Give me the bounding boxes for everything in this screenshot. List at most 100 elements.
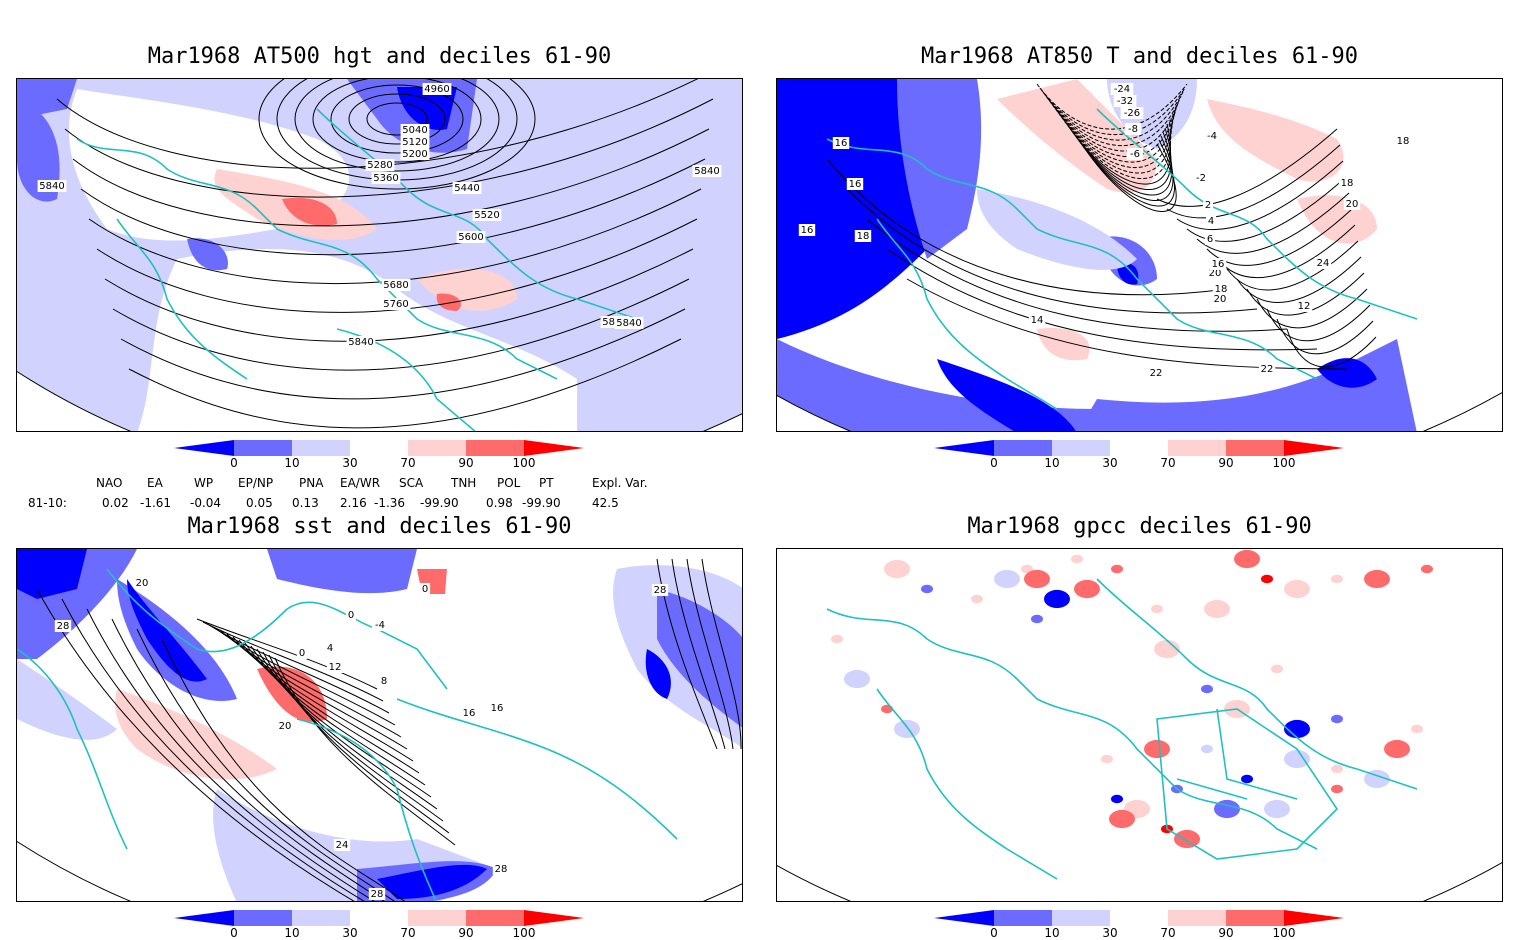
index-value-wp: -0.04 — [190, 496, 222, 510]
colorbar-tick-label: 100 — [1272, 926, 1296, 940]
contour-label: 5680 — [381, 279, 411, 291]
contour-label: 18 — [1212, 283, 1230, 295]
decile-area — [1364, 569, 1390, 589]
decile-area — [1044, 589, 1070, 609]
contour-label: 5040 — [400, 124, 430, 136]
contour-line — [258, 79, 536, 190]
contour-line — [1236, 256, 1362, 303]
decile-area — [17, 549, 87, 599]
contour-line — [1036, 83, 1188, 130]
panel2-map-canvas: -24-32-26-8-6-4-224614161616181818202020… — [777, 79, 1502, 431]
panel4-map-canvas — [777, 549, 1502, 901]
decile-area — [187, 238, 228, 271]
decile-area — [436, 293, 461, 311]
contour-line — [1256, 288, 1368, 329]
decile-area — [1207, 99, 1344, 182]
colorbar-tick-label: 30 — [342, 456, 358, 470]
svg-text:-26: -26 — [1124, 108, 1140, 119]
colorbar-segment — [174, 440, 234, 456]
svg-text:5440: 5440 — [454, 183, 479, 194]
colorbar-segment — [350, 910, 408, 926]
colorbar-segment — [408, 440, 466, 456]
index-header-explvar: Expl. Var. — [592, 476, 648, 490]
contour-label: 18 — [854, 230, 872, 242]
colorbar-segment — [1284, 440, 1344, 456]
index-header-ea: EA — [147, 476, 163, 490]
colorbar-segment — [524, 910, 584, 926]
contour-label: 5840 — [692, 165, 722, 177]
decile-area — [1331, 574, 1343, 584]
contour-line — [1246, 272, 1365, 316]
coastline — [1096, 108, 1418, 320]
contour-line — [1176, 160, 1344, 230]
index-header-eawr: EA/WR — [340, 476, 381, 490]
contour-line — [1072, 131, 1173, 196]
contour-line — [906, 278, 1348, 370]
contour-line — [1048, 99, 1180, 152]
coastline — [876, 688, 1058, 880]
decile-area — [1037, 328, 1090, 361]
contour-line — [262, 651, 444, 822]
colorbar-segment — [466, 910, 524, 926]
svg-text:18: 18 — [1215, 284, 1228, 295]
colorbar-tick-label: 70 — [400, 926, 416, 940]
colorbar-segment — [1052, 910, 1110, 926]
colorbar-tick-label: 10 — [284, 926, 300, 940]
colorbar-segment — [1168, 440, 1226, 456]
panel3-map-canvas: 28 28 28 20 20 16 12 8 4 0 0 0 -4 16 24 28 — [17, 549, 742, 901]
decile-area — [397, 87, 457, 130]
decile-area — [1331, 764, 1343, 774]
contour-line — [111, 618, 388, 901]
decile-area — [1109, 809, 1135, 829]
contour-line — [56, 79, 718, 169]
index-value-explvar: 42.5 — [592, 496, 619, 510]
contour-line — [1042, 91, 1184, 141]
svg-text:16: 16 — [1212, 259, 1225, 270]
decile-area — [897, 79, 982, 259]
contour-line — [294, 79, 500, 172]
decile-area — [1074, 579, 1100, 599]
decile-area — [1271, 664, 1283, 674]
index-table: NAO EA WP EP/NP PNA EA/WR SCA TNH POL PT… — [0, 474, 760, 514]
decile-area — [971, 594, 983, 604]
svg-text:28: 28 — [371, 889, 384, 900]
contour-line — [128, 338, 682, 429]
decile-area — [844, 669, 870, 689]
svg-text:12: 12 — [329, 662, 342, 673]
decile-area — [1284, 719, 1310, 739]
coastline — [876, 218, 1058, 410]
contour-label: 20 — [1343, 198, 1361, 210]
svg-text:8: 8 — [381, 676, 387, 687]
index-value-ea: -1.61 — [140, 496, 172, 510]
colorbar-segment — [350, 440, 408, 456]
contour-line — [846, 188, 1258, 314]
contour-label: 5280 — [365, 159, 395, 171]
decile-area — [777, 339, 1157, 431]
colorbar-tick-label: 0 — [990, 456, 998, 470]
contour-line — [196, 618, 378, 690]
decile-area — [1174, 829, 1200, 849]
contour-label: 16 — [832, 137, 850, 149]
decile-area — [937, 359, 1077, 431]
contour-line — [1276, 318, 1374, 355]
decile-area — [1201, 684, 1213, 694]
index-value-eawr: 2.16 — [340, 496, 367, 510]
contour-label: 5440 — [452, 182, 482, 194]
svg-text:18: 18 — [1341, 178, 1354, 189]
colorbar-segment — [1052, 440, 1110, 456]
colorbar-tick-label: 100 — [512, 456, 536, 470]
contour-line — [330, 84, 464, 154]
contour-line — [232, 636, 414, 762]
decile-area — [1331, 714, 1343, 724]
svg-text:0: 0 — [299, 648, 305, 659]
colorbar-segment — [1168, 910, 1226, 926]
svg-text:5280: 5280 — [367, 160, 392, 171]
contour-line — [701, 558, 742, 750]
contour-line — [312, 79, 482, 163]
colorbar-segment — [994, 440, 1052, 456]
decile-area — [1031, 614, 1043, 624]
decile-area — [1111, 794, 1123, 804]
contour-label: 0 — [419, 583, 431, 595]
svg-text:16: 16 — [835, 138, 848, 149]
